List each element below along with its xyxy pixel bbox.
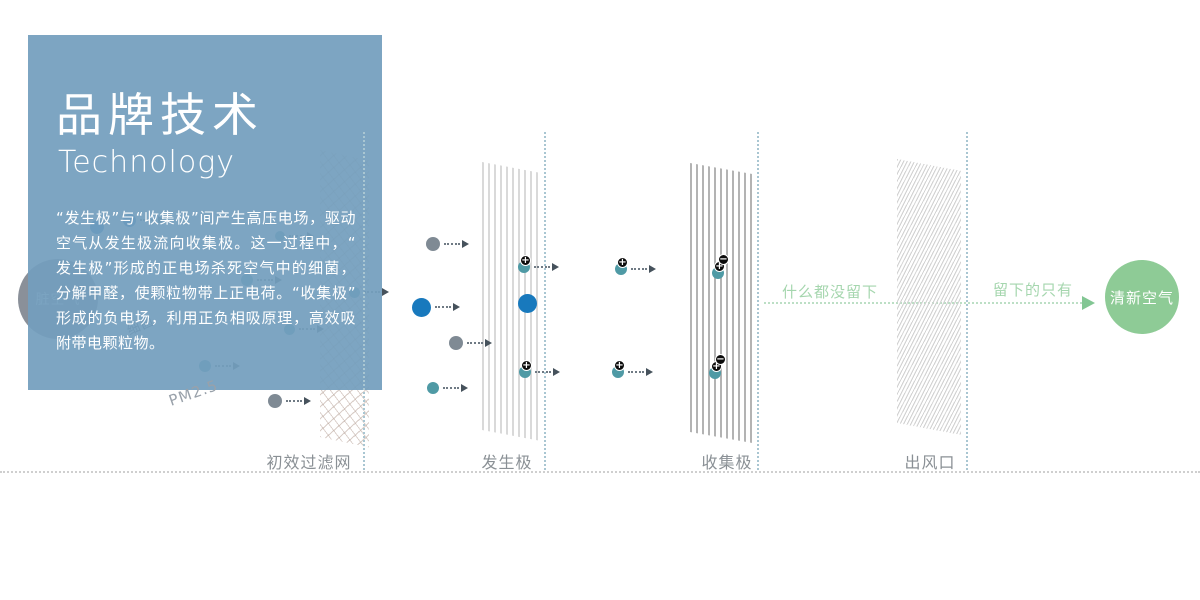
teal-particle — [427, 382, 468, 394]
gray-particle — [268, 394, 311, 408]
negative-charge-icon: − — [715, 354, 726, 365]
negative-charge-icon: − — [718, 254, 729, 265]
blue-particle — [411, 297, 460, 317]
motion-dotted-trail — [628, 371, 644, 373]
page-subtitle: Technology — [58, 145, 236, 181]
motion-dotted-trail — [535, 371, 551, 373]
gray-particle — [449, 336, 492, 350]
stage-label-collector: 收集极 — [701, 453, 753, 472]
positive-charge-icon: + — [521, 359, 532, 371]
stage-label-outlet: 出风口 — [904, 453, 956, 472]
intro-card: 品牌技术 Technology “发生极”与“收集极”间产生高压电场，驱动空气从… — [28, 35, 382, 390]
collector-electrode-panel — [690, 163, 753, 444]
bottom-dotted-baseline — [0, 471, 1200, 473]
note-nothing-left: 什么都没留下 — [781, 283, 878, 301]
technology-description: “发生极”与“收集极”间产生高压电场，驱动空气从发生极流向收集极。这一过程中，“… — [56, 209, 356, 353]
stage-separator-4 — [966, 132, 968, 470]
teal-particle: + — [519, 359, 560, 378]
fresh-air-circle: 清新空气 — [1105, 260, 1179, 334]
motion-arrow-icon — [485, 338, 492, 347]
motion-arrow-icon — [552, 262, 559, 271]
motion-arrow-icon — [452, 302, 460, 311]
motion-dotted-trail — [434, 306, 451, 308]
stage-label-prefilter: 初效过滤网 — [266, 453, 352, 472]
note-only-left: 留下的只有 — [992, 281, 1073, 299]
motion-arrow-icon — [461, 383, 468, 392]
positive-charge-icon: + — [520, 254, 531, 266]
motion-arrow-icon — [304, 396, 311, 405]
teal-particle: + — [615, 256, 656, 275]
motion-dotted-trail — [286, 400, 302, 402]
air-outlet-panel — [897, 159, 961, 435]
motion-dotted-trail — [444, 243, 460, 245]
motion-arrow-icon — [462, 239, 469, 248]
motion-arrow-icon — [553, 367, 560, 376]
motion-arrow-icon — [649, 264, 656, 273]
teal-particle: + − — [712, 254, 729, 279]
motion-dotted-trail — [443, 387, 459, 389]
positive-charge-icon: + — [614, 359, 625, 371]
page-title: 品牌技术 — [56, 88, 264, 142]
motion-dotted-trail — [631, 268, 647, 270]
clean-air-flow-arrow-icon — [1082, 296, 1095, 310]
motion-arrow-icon — [646, 367, 653, 376]
motion-dotted-trail — [467, 342, 483, 344]
motion-arrow-icon — [381, 287, 389, 296]
stage-separator-1 — [363, 132, 365, 470]
teal-particle: + — [612, 359, 653, 378]
gray-particle — [426, 237, 469, 251]
fresh-air-label: 清新空气 — [1109, 288, 1174, 307]
teal-particle: + − — [709, 354, 726, 379]
stage-separator-3 — [757, 132, 759, 470]
motion-dotted-trail — [534, 266, 550, 268]
stage-label-generator: 发生极 — [481, 453, 533, 472]
positive-charge-icon: + — [617, 256, 628, 268]
blue-particle — [517, 293, 537, 313]
teal-particle: + — [518, 254, 559, 273]
stage-separator-2 — [544, 132, 546, 470]
